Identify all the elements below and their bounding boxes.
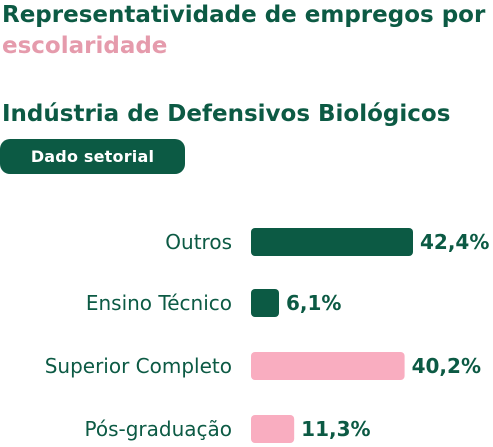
category-label-ensino-tecnico: Ensino Técnico xyxy=(86,291,232,315)
value-label-ensino-tecnico: 6,1% xyxy=(286,291,341,315)
category-label-outros: Outros xyxy=(165,230,232,254)
chart-subtitle: Indústria de Defensivos Biológicos xyxy=(2,101,451,127)
chart-title: Representatividade de empregos por escol… xyxy=(2,0,493,62)
value-label-outros: 42,4% xyxy=(420,230,489,254)
title-main: Representatividade de empregos por xyxy=(2,2,486,28)
bar-pos-graduacao xyxy=(251,415,295,443)
bar-outros xyxy=(251,228,413,256)
value-label-superior-completo: 40,2% xyxy=(412,354,481,378)
value-label-pos-graduacao: 11,3% xyxy=(301,417,370,441)
title-accent: escolaridade xyxy=(2,33,168,59)
category-label-superior-completo: Superior Completo xyxy=(45,354,232,378)
sector-badge: Dado setorial xyxy=(0,139,185,174)
category-label-pos-graduacao: Pós-graduação xyxy=(84,417,232,441)
bar-ensino-tecnico xyxy=(251,289,279,317)
bar-superior-completo xyxy=(251,352,405,380)
